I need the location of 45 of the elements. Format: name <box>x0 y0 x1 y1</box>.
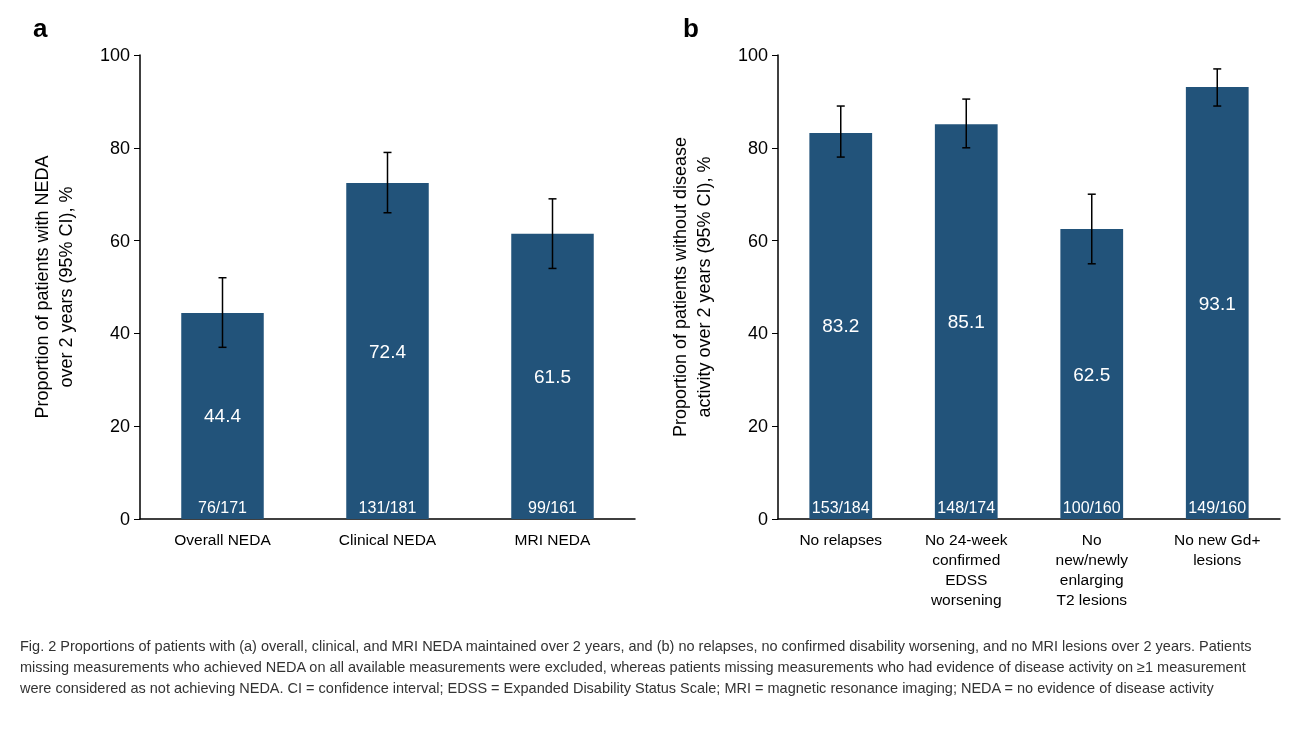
bar <box>346 183 429 519</box>
annotation: 100/160 <box>1062 498 1121 516</box>
annotation: 131/181 <box>358 498 417 516</box>
annotation: 148/174 <box>937 498 996 516</box>
chart-title: b <box>683 13 699 43</box>
y-axis-title: Proportion of patients with NEDA over 2 years (95% CI), % <box>32 155 76 419</box>
x-tick-label: Clinical NEDA <box>338 530 437 548</box>
chart-title: a <box>33 13 48 43</box>
annotation: 76/171 <box>198 498 248 516</box>
x-tick-label: No new/newly enlarging T2 lesions <box>1055 530 1129 608</box>
x-tick-label: No new Gd+ lesions <box>1173 530 1261 568</box>
bar <box>511 233 594 519</box>
annotation: 153/184 <box>811 498 870 516</box>
y-tick-label: 80 <box>747 137 768 158</box>
x-tick-label: No 24-week confirmed EDSS worsening <box>924 530 1008 608</box>
data-label: 85.1 <box>947 311 985 333</box>
data-label: 44.4 <box>204 405 242 427</box>
y-tick-label: 0 <box>119 509 130 529</box>
y-tick-label: 80 <box>109 137 130 158</box>
y-tick-label: 100 <box>737 45 768 65</box>
data-label: 93.1 <box>1198 292 1236 314</box>
y-tick-label: 20 <box>109 416 130 437</box>
bar <box>1060 229 1124 519</box>
data-label: 61.5 <box>534 365 571 387</box>
y-axis-title: Proportion of patients without disease activity over 2 years (95% CI), % <box>670 136 714 438</box>
bar <box>181 312 264 519</box>
caption: Fig. 2 Proportions of patients with (a) overall, clinical, and MRI NEDA maintained over 2 years, and (b) no relapses, no confirmed disability worsening, and no MRI lesions over 2 years. Patients missing measurements who achieved NEDA on all available measurements were excluded, whereas patients missing measurements who had evidence of disease activity on ≥1 measurement were considered as not achieving NEDA. CI = confidence interval; EDSS = Expanded Disability Status Scale; MRI = magnetic resonance imaging; NEDA = no evidence of disease activity <box>20 637 1253 698</box>
y-tick-label: 40 <box>109 323 130 344</box>
bar <box>934 124 998 519</box>
x-tick-label: Overall NEDA <box>174 530 272 548</box>
data-label: 83.2 <box>822 315 860 337</box>
y-tick-label: 40 <box>747 323 768 344</box>
x-tick-label: MRI NEDA <box>514 530 592 548</box>
y-tick-label: 100 <box>99 45 130 65</box>
y-tick-label: 20 <box>747 416 768 437</box>
y-tick-label: 60 <box>747 230 768 251</box>
bar <box>809 132 873 519</box>
x-tick-label: No relapses <box>799 530 883 548</box>
y-tick-label: 60 <box>109 230 130 251</box>
annotation: 149/160 <box>1188 498 1247 516</box>
y-tick-label: 0 <box>757 509 768 529</box>
data-label: 62.5 <box>1073 363 1111 385</box>
annotation: 99/161 <box>528 498 578 516</box>
data-label: 72.4 <box>369 340 407 362</box>
bar <box>1185 87 1249 519</box>
